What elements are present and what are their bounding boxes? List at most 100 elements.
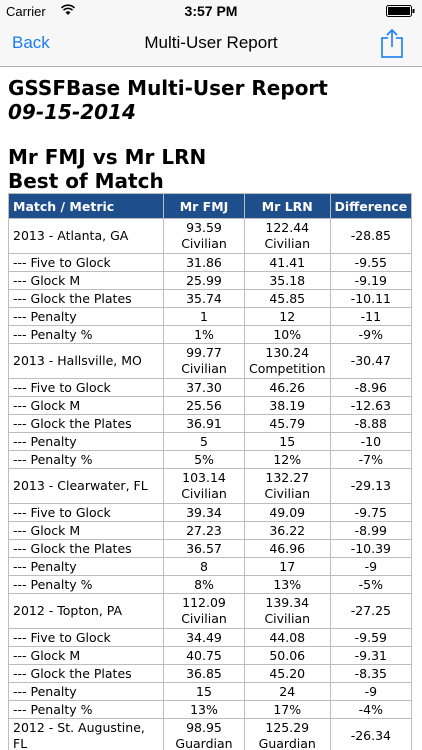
cell-difference-text: -9 — [364, 558, 378, 574]
cell-user-1-text: 5 — [200, 433, 208, 449]
table-row: --- Five to Glock 31.86 41.41 -9.55 — [8, 253, 413, 272]
cell-user-1: 8% — [163, 575, 245, 594]
cell-user-1: 31.86 — [163, 253, 245, 272]
table-row: --- Five to Glock 39.34 49.09 -9.75 — [8, 503, 413, 522]
cell-user-1-text: 15 — [196, 683, 212, 699]
cell-match-metric-text: --- Glock M — [13, 272, 81, 288]
section-title: Best of Match — [8, 169, 164, 193]
cell-match-metric-text: --- Penalty — [13, 558, 77, 574]
cell-match-metric-text: --- Penalty % — [13, 451, 93, 467]
cell-difference-text: -4% — [358, 701, 384, 717]
report-table: Match / Metric Mr FMJ Mr LRN Difference … — [8, 193, 413, 750]
cell-user-1-text: Civilian — [181, 236, 227, 251]
cell-difference-text: -9 — [364, 683, 378, 699]
cell-difference: -9% — [329, 325, 413, 344]
cell-difference: -12.63 — [329, 396, 413, 415]
table-row: --- Glock the Plates 36.57 46.96 -10.39 — [8, 539, 413, 558]
cell-user-2-text: 44.08 — [269, 629, 306, 645]
cell-match-metric-text: 2012 - Topton, PA — [13, 603, 123, 618]
cell-match-metric-text: 2012 - St. Augustine, FL — [13, 720, 145, 750]
cell-match-metric: --- Glock the Plates — [8, 664, 164, 683]
cell-match-metric-text: --- Five to Glock — [13, 379, 111, 395]
cell-match-metric-text: 2013 - Clearwater, FL — [13, 478, 148, 493]
cell-difference: -27.25 — [329, 593, 413, 629]
cell-user-2: 13% — [244, 575, 331, 594]
report-table-body: 2013 - Atlanta, GA 93.59 Civilian 122.44 Civ… — [8, 218, 413, 750]
cell-user-1: 8 — [163, 557, 245, 576]
cell-user-2-text: 17 — [279, 558, 296, 574]
cell-user-1-text: 36.85 — [186, 665, 222, 681]
table-row: --- Penalty % 5% 12% -7% — [8, 450, 413, 469]
cell-user-2: 35.18 — [244, 271, 331, 290]
cell-difference: -8.35 — [329, 664, 413, 683]
cell-user-1-text: 35.74 — [186, 290, 222, 306]
cell-user-2-text: 132.27 — [265, 470, 310, 485]
cell-difference: -11 — [329, 307, 413, 326]
back-button[interactable]: Back — [12, 33, 50, 52]
cell-user-1-text: 8 — [200, 558, 208, 574]
cell-match-metric-text: --- Five to Glock — [13, 504, 111, 520]
cell-user-1-text: 25.56 — [186, 397, 222, 413]
cell-user-2-text: 36.22 — [269, 522, 306, 538]
cell-user-1-text: 39.34 — [186, 504, 222, 520]
cell-user-1: 13% — [163, 700, 245, 719]
cell-user-1-text: 1% — [194, 326, 214, 342]
cell-user-2-text: 13% — [273, 576, 302, 592]
cell-difference-text: -5% — [358, 576, 384, 592]
cell-difference-text: -28.85 — [350, 228, 391, 243]
cell-match-metric: --- Glock M — [8, 396, 164, 415]
cell-difference-text: -30.47 — [350, 353, 391, 368]
battery-icon — [386, 5, 415, 17]
cell-user-2-text: 41.41 — [269, 254, 306, 270]
cell-match-metric-text: --- Penalty % — [13, 326, 93, 342]
cell-user-2: 24 — [244, 682, 331, 701]
table-row: --- Glock the Plates 36.85 45.20 -8.35 — [8, 664, 413, 683]
cell-user-1-text: 8% — [194, 576, 214, 592]
cell-difference-text: -26.34 — [350, 728, 391, 743]
cell-user-2: 12 — [244, 307, 331, 326]
cell-difference: -9.59 — [329, 628, 413, 647]
cell-match-metric: --- Glock M — [8, 646, 164, 665]
cell-user-1: 27.23 — [163, 521, 245, 540]
table-row: --- Glock M 40.75 50.06 -9.31 — [8, 646, 413, 665]
table-row: --- Penalty 1 12 -11 — [8, 307, 413, 326]
cell-user-2-text: 50.06 — [269, 647, 306, 663]
report-content[interactable]: GSSFBase Multi-User Report 09-15-2014 Mr… — [0, 67, 422, 750]
cell-match-metric-text: --- Glock the Plates — [13, 540, 132, 556]
header-user-2: Mr LRN — [244, 193, 331, 219]
cell-difference: -4% — [329, 700, 413, 719]
table-row: --- Penalty 15 24 -9 — [8, 682, 413, 701]
cell-difference: -9.19 — [329, 271, 413, 290]
cell-match-metric-text: --- Glock M — [13, 397, 81, 413]
header-user-1: Mr FMJ — [163, 193, 245, 219]
cell-difference: -9.75 — [329, 503, 413, 522]
cell-match-metric-text: --- Penalty — [13, 683, 77, 699]
cell-user-2-text: 15 — [279, 433, 296, 449]
cell-user-1: 98.95 Guardian — [163, 718, 245, 750]
cell-match-metric: --- Penalty % — [8, 450, 164, 469]
table-row: --- Penalty 8 17 -9 — [8, 557, 413, 576]
cell-user-1-text: 31.86 — [186, 254, 222, 270]
cell-user-2-text: 46.26 — [269, 379, 306, 395]
table-row: --- Penalty 5 15 -10 — [8, 432, 413, 451]
status-time: 3:57 PM — [184, 3, 238, 19]
cell-user-1-text: 112.09 — [182, 595, 226, 610]
cell-match-metric: --- Penalty % — [8, 325, 164, 344]
cell-user-1: 93.59 Civilian — [163, 218, 245, 254]
cell-match-metric: --- Five to Glock — [8, 253, 164, 272]
cell-user-2: 36.22 — [244, 521, 331, 540]
cell-match-metric-text: --- Glock the Plates — [13, 415, 132, 431]
cell-user-2-text: 24 — [279, 683, 296, 699]
cell-difference-text: -10.11 — [350, 290, 391, 306]
share-icon[interactable] — [380, 28, 404, 58]
cell-user-2: 38.19 — [244, 396, 331, 415]
cell-difference-text: -27.25 — [350, 603, 391, 618]
cell-difference: -30.47 — [329, 343, 413, 379]
cell-user-2: 45.85 — [244, 289, 331, 308]
cell-match-metric-text: --- Penalty — [13, 308, 77, 324]
cell-user-1: 36.85 — [163, 664, 245, 683]
cell-user-1-text: 37.30 — [186, 379, 222, 395]
cell-user-1: 25.56 — [163, 396, 245, 415]
cell-user-1: 25.99 — [163, 271, 245, 290]
cell-user-1-text: Civilian — [181, 611, 227, 626]
